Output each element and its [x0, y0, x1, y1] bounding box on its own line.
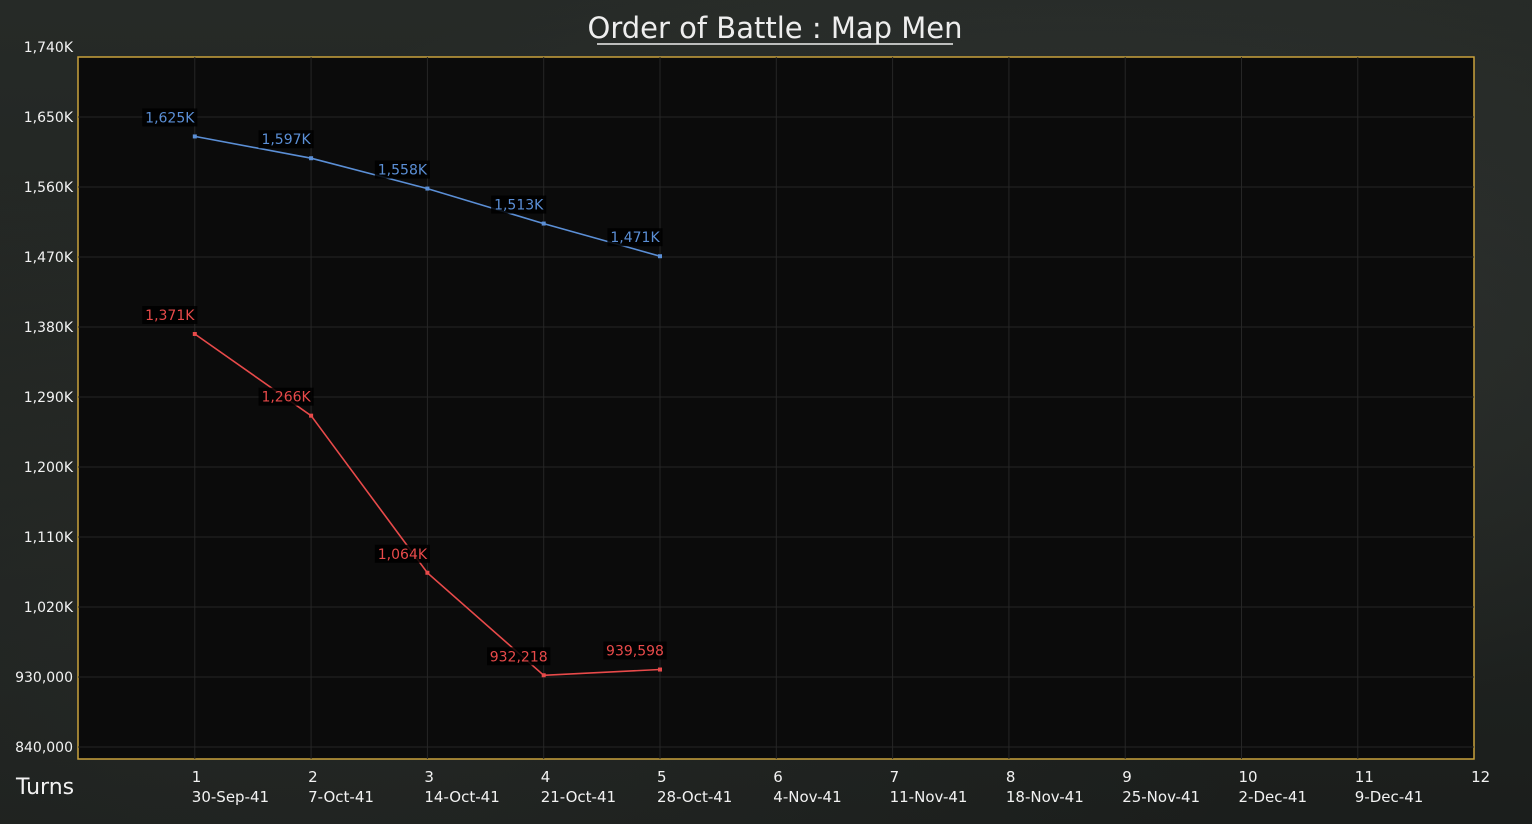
- y-tick-label: 840,000: [15, 740, 73, 756]
- data-point: [309, 413, 314, 418]
- x-date-label: 14-Oct-41: [424, 788, 499, 806]
- x-date-label: 4-Nov-41: [773, 788, 841, 806]
- x-tick-label: 10: [1239, 768, 1258, 786]
- x-date-label: 25-Nov-41: [1122, 788, 1200, 806]
- x-date-label: 21-Oct-41: [541, 788, 616, 806]
- x-tick-label: 9: [1122, 768, 1132, 786]
- data-point: [541, 673, 546, 678]
- y-tick-label: 1,110K: [24, 530, 74, 546]
- data-label: 1,266K: [261, 390, 311, 406]
- data-label-background: [487, 647, 551, 666]
- data-label: 1,597K: [261, 132, 311, 148]
- x-tick-label: 11: [1355, 768, 1374, 786]
- data-point: [425, 570, 430, 575]
- data-label-background: [142, 108, 198, 127]
- x-tick-label: 4: [541, 768, 551, 786]
- y-tick-label: 930,000: [15, 670, 73, 686]
- data-label: 1,064K: [378, 547, 428, 563]
- data-label: 1,558K: [378, 163, 428, 179]
- x-tick-label: 6: [773, 768, 783, 786]
- data-point: [192, 134, 197, 139]
- data-label: 939,598: [606, 644, 664, 660]
- data-label-background: [258, 387, 314, 406]
- data-point: [658, 254, 662, 259]
- data-point: [658, 667, 662, 672]
- y-tick-label: 1,020K: [24, 600, 74, 616]
- x-date-label: 28-Oct-41: [657, 788, 732, 806]
- y-tick-label: 1,200K: [24, 460, 74, 476]
- x-date-label: 7-Oct-41: [308, 788, 374, 806]
- y-tick-label: 1,290K: [24, 390, 74, 406]
- data-label-background: [491, 195, 547, 214]
- data-label: 1,371K: [145, 308, 195, 324]
- data-point: [425, 186, 430, 191]
- data-label: 1,625K: [145, 110, 195, 126]
- y-tick-label: 1,380K: [24, 320, 74, 336]
- x-tick-label: 12: [1471, 768, 1490, 786]
- data-point: [309, 156, 314, 161]
- x-tick-label: 7: [890, 768, 900, 786]
- data-labels: 1,625K 1,597K 1,558K 1,513K 1,471K 1,371K 1,26…: [142, 108, 667, 666]
- x-date-label: 11-Nov-41: [890, 788, 968, 806]
- x-date-label: 2-Dec-41: [1239, 788, 1307, 806]
- data-label-background: [607, 228, 663, 247]
- data-point: [541, 221, 546, 226]
- data-label-background: [603, 641, 667, 660]
- x-tick-label: 1: [192, 768, 202, 786]
- data-label-background: [142, 306, 198, 324]
- y-tick-label: 1,470K: [24, 250, 74, 266]
- x-tick-label: 5: [657, 768, 667, 786]
- data-point: [192, 332, 197, 336]
- data-label: 932,218: [490, 649, 548, 665]
- data-label-background: [374, 160, 430, 179]
- chart-title: Order of Battle : Map Men: [588, 11, 963, 45]
- x-date-label: 30-Sep-41: [192, 788, 269, 806]
- y-tick-label: 1,560K: [24, 180, 74, 196]
- y-tick-label: 1,740K: [24, 40, 74, 56]
- data-label: 1,471K: [610, 230, 660, 246]
- x-axis: 1 30-Sep-41 2 7-Oct-41 3 14-Oct-41 4 21-Oct-41 5…: [192, 768, 1490, 806]
- y-tick-label: 1,650K: [24, 110, 74, 126]
- x-date-label: 18-Nov-41: [1006, 788, 1084, 806]
- x-tick-label: 8: [1006, 768, 1016, 786]
- chart-title-group: Order of Battle : Map Men: [588, 11, 963, 45]
- y-axis: 840,000 930,000 1,020K 1,110K 1,200K 1,290K 1,…: [15, 40, 74, 756]
- data-label-background: [258, 130, 314, 149]
- x-axis-title: Turns: [15, 775, 74, 800]
- data-label: 1,513K: [494, 198, 544, 214]
- data-label-background: [374, 544, 430, 563]
- x-date-label: 9-Dec-41: [1355, 788, 1423, 806]
- x-tick-label: 3: [424, 768, 434, 786]
- x-tick-label: 2: [308, 768, 318, 786]
